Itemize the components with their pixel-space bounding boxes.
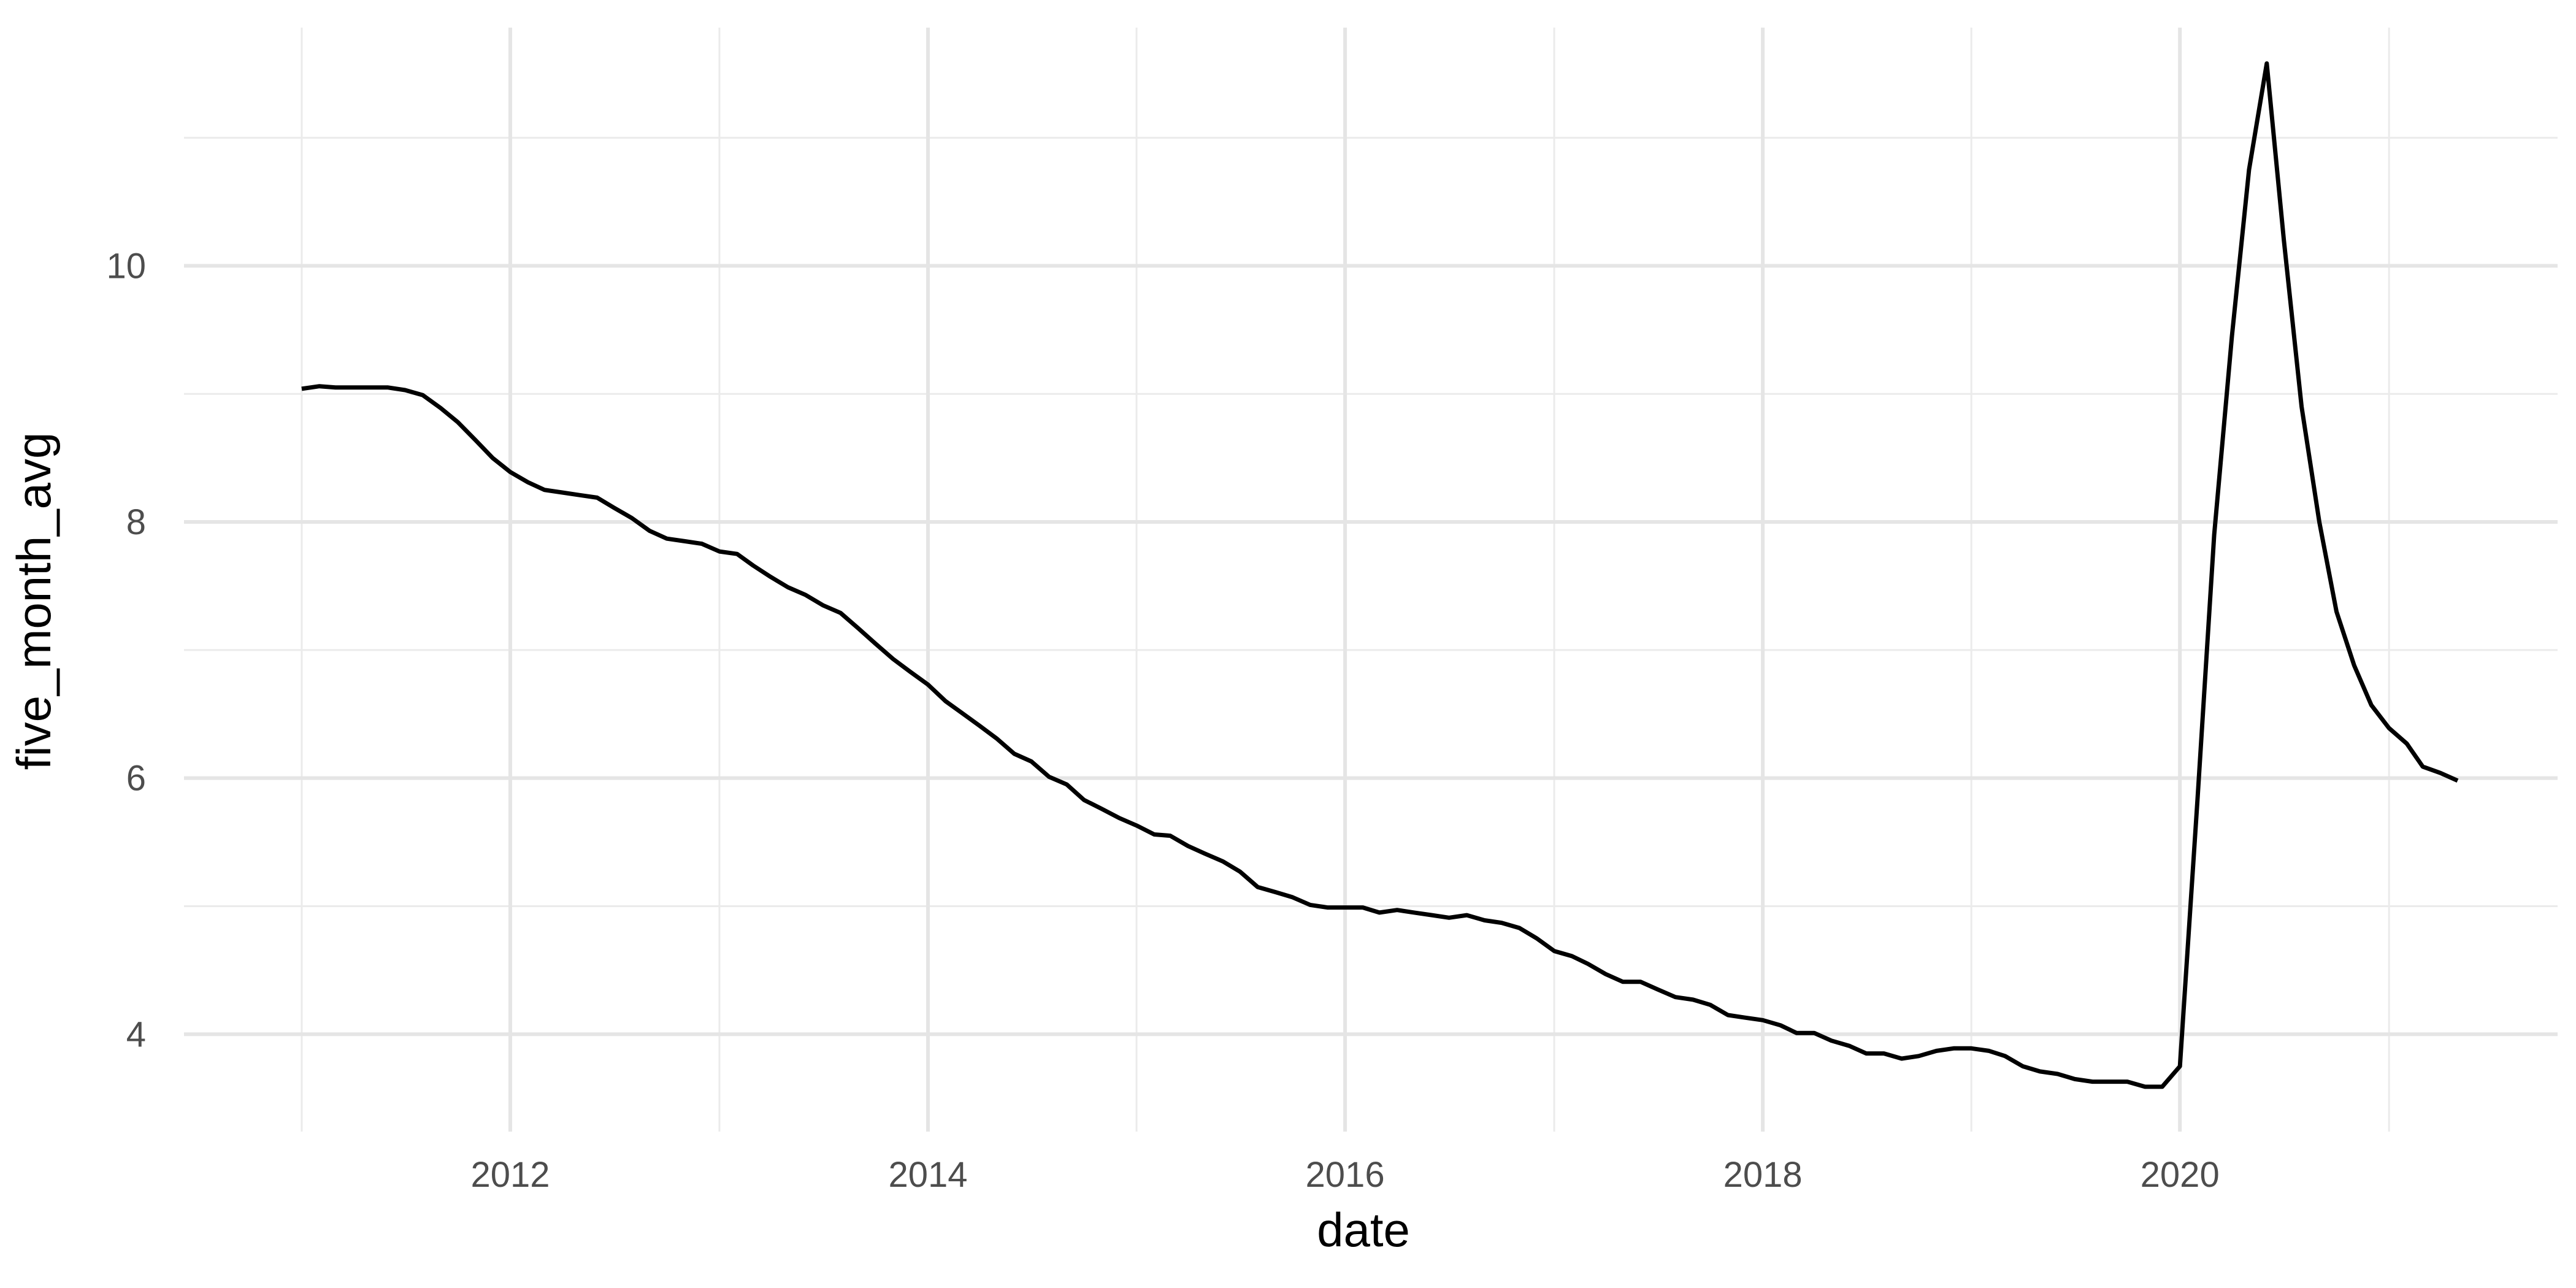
series-line bbox=[301, 61, 2459, 1089]
y-axis-title: five_month_avg bbox=[7, 432, 61, 770]
y-tick-labels: 4 6 8 10 bbox=[106, 246, 146, 1054]
x-tick-label: 2012 bbox=[470, 1155, 550, 1195]
x-tick-labels: 2012 2014 2016 2018 2020 bbox=[470, 1155, 2219, 1195]
y-tick-label: 10 bbox=[106, 246, 146, 286]
minor-gridlines bbox=[184, 28, 2558, 1132]
y-tick-label: 8 bbox=[126, 502, 146, 542]
x-tick-label: 2018 bbox=[1723, 1155, 1803, 1195]
x-tick-label: 2020 bbox=[2141, 1155, 2220, 1195]
y-tick-label: 6 bbox=[126, 759, 146, 799]
x-axis-title: date bbox=[1317, 1203, 1410, 1257]
major-gridlines bbox=[184, 28, 2558, 1132]
x-tick-label: 2016 bbox=[1306, 1155, 1385, 1195]
y-tick-label: 4 bbox=[126, 1014, 146, 1054]
x-tick-label: 2014 bbox=[888, 1155, 967, 1195]
